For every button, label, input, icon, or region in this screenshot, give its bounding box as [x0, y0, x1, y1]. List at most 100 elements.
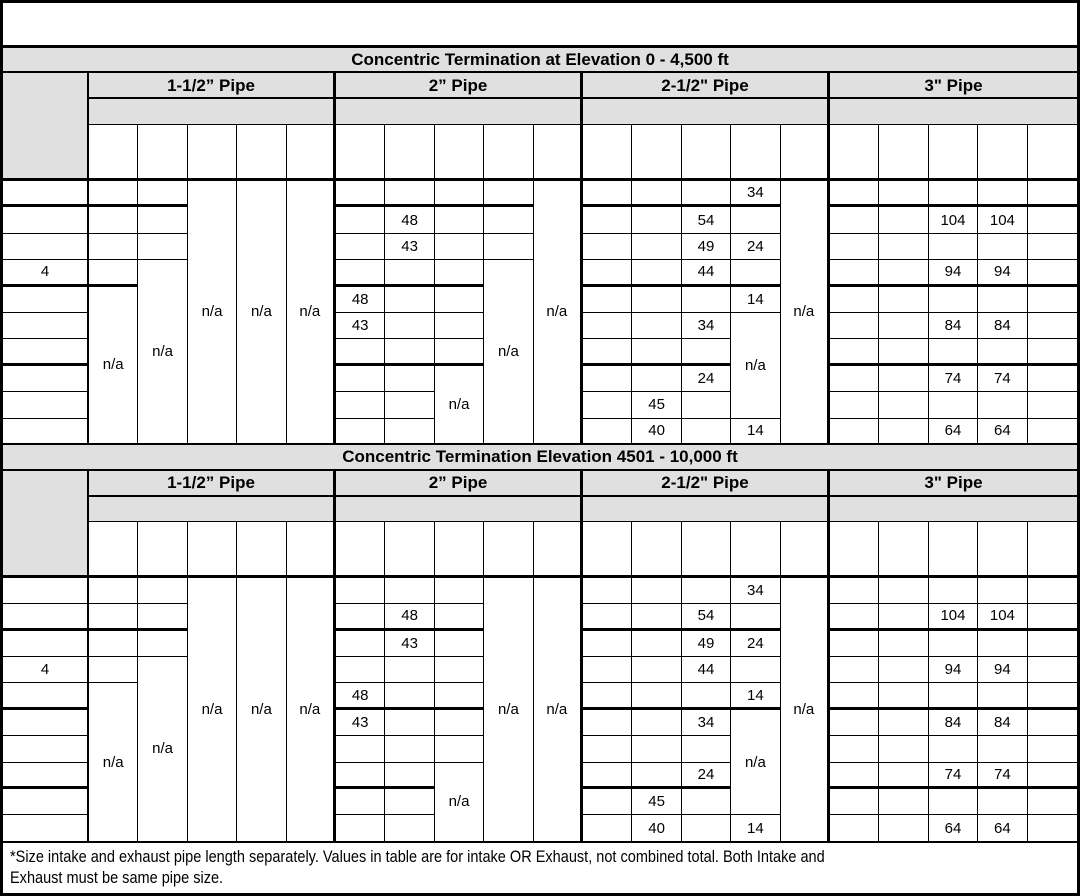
table-title: Concentric Termination Elevation 4501 - … [3, 444, 1077, 471]
header-spacer-cell [385, 125, 435, 181]
pipe-group-header: 2” Pipe [336, 73, 583, 99]
value-cell: 43 [385, 233, 435, 261]
value-cell: 64 [978, 815, 1028, 842]
empty-cell [879, 815, 929, 842]
empty-cell [385, 789, 435, 816]
value-cell: 74 [928, 762, 979, 790]
empty-cell [1027, 736, 1077, 763]
value-cell: 44 [681, 657, 732, 684]
empty-cell [830, 736, 880, 763]
empty-cell [879, 418, 929, 445]
row-header-empty-cell [3, 815, 89, 842]
empty-cell [434, 683, 485, 710]
empty-cell [632, 312, 682, 340]
pipe-group-subheader [830, 99, 1077, 125]
header-spacer-cell [830, 521, 880, 578]
empty-cell [583, 312, 633, 340]
empty-cell [89, 577, 139, 605]
empty-cell [484, 207, 534, 234]
value-cell: 54 [681, 604, 732, 631]
header-spacer-cell [434, 521, 485, 578]
na-cell: n/a [484, 260, 534, 445]
header-spacer-cell [533, 125, 583, 181]
table-title: Concentric Termination at Elevation 0 - … [3, 48, 1077, 73]
value-cell: 94 [928, 657, 979, 684]
row-header-empty-cell [3, 762, 89, 790]
header-spacer-cell [434, 125, 485, 181]
empty-cell [632, 762, 682, 790]
na-cell: n/a [484, 577, 534, 842]
na-cell: n/a [89, 286, 139, 445]
empty-cell [1027, 709, 1077, 737]
value-cell: 24 [731, 630, 781, 658]
empty-cell [830, 207, 880, 234]
empty-cell [1027, 392, 1077, 419]
value-cell: 24 [731, 233, 781, 261]
empty-cell [681, 577, 732, 605]
na-cell: n/a [138, 657, 188, 842]
value-cell: 34 [731, 577, 781, 605]
pipe-group-subheader [830, 496, 1077, 522]
empty-cell [731, 207, 781, 234]
value-cell: 104 [928, 604, 979, 631]
value-cell: 104 [978, 604, 1028, 631]
empty-cell [879, 657, 929, 684]
empty-cell [434, 181, 485, 208]
empty-cell [385, 736, 435, 763]
empty-cell [632, 736, 682, 763]
header-spacer-cell [237, 125, 287, 181]
empty-cell [632, 604, 682, 631]
value-cell: 14 [731, 683, 781, 710]
header-spacer-cell [336, 125, 386, 181]
header-spacer-cell [484, 521, 534, 578]
empty-cell [138, 181, 188, 208]
header-spacer-cell [632, 521, 682, 578]
row-header-empty-cell [3, 392, 89, 419]
value-cell: 24 [681, 365, 732, 393]
empty-cell [978, 577, 1028, 605]
empty-cell [583, 815, 633, 842]
empty-cell [632, 286, 682, 313]
header-spacer-cell [385, 521, 435, 578]
empty-cell [1027, 207, 1077, 234]
empty-cell [632, 339, 682, 366]
header-spacer-cell [286, 125, 336, 181]
empty-cell [978, 339, 1028, 366]
empty-cell [385, 815, 435, 842]
empty-cell [434, 339, 485, 366]
empty-cell [879, 339, 929, 366]
empty-cell [484, 233, 534, 261]
empty-cell [336, 365, 386, 393]
empty-cell [583, 577, 633, 605]
empty-cell [830, 762, 880, 790]
empty-cell [632, 207, 682, 234]
empty-cell [830, 181, 880, 208]
empty-cell [336, 339, 386, 366]
na-cell: n/a [286, 577, 336, 842]
empty-cell [928, 630, 979, 658]
empty-cell [138, 630, 188, 658]
top-blank-row [3, 3, 1077, 48]
empty-cell [731, 604, 781, 631]
header-spacer-cell [336, 521, 386, 578]
empty-cell [830, 286, 880, 313]
value-cell: 84 [928, 312, 979, 340]
na-cell: n/a [138, 260, 188, 445]
empty-cell [681, 418, 732, 445]
empty-cell [385, 365, 435, 393]
value-cell: 48 [385, 207, 435, 234]
empty-cell [978, 630, 1028, 658]
header-spacer-cell [187, 521, 238, 578]
header-spacer-cell [1027, 125, 1077, 181]
empty-cell [928, 339, 979, 366]
empty-cell [632, 577, 682, 605]
empty-cell [336, 657, 386, 684]
value-cell: 43 [336, 709, 386, 737]
empty-cell [632, 233, 682, 261]
value-cell: 104 [978, 207, 1028, 234]
empty-cell [632, 630, 682, 658]
empty-cell [1027, 339, 1077, 366]
empty-cell [1027, 815, 1077, 842]
header-spacer-cell [681, 521, 732, 578]
empty-cell [830, 657, 880, 684]
